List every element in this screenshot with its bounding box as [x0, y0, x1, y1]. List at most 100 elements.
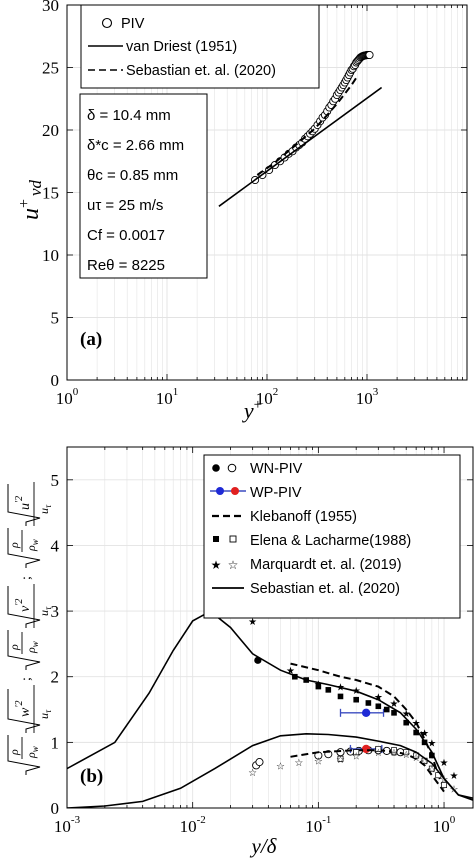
data-point-wp-piv-2	[361, 708, 371, 718]
legend-label-elena: Elena & Lacharme(1988)	[250, 533, 411, 549]
data-point-marquardt-et-al-2019--9: ☆	[248, 768, 257, 779]
tick-label-y: 10	[42, 246, 59, 265]
param-delta-star: δ*c = 2.66 mm	[87, 137, 184, 154]
data-point-marquardt-et-al-2019--9: ☆	[314, 757, 323, 768]
legend-marker-marquardt-open: ☆	[228, 558, 239, 572]
svg-text:ρ: ρ	[7, 749, 21, 756]
data-point-marquardt-et-al-2019--9: ☆	[402, 750, 411, 761]
legend-marker-wp-red	[231, 487, 239, 495]
data-point-elena-lacharme-1988--6	[383, 706, 390, 713]
data-point-elena-lacharme-1988--6	[429, 752, 435, 759]
series-line-sebastian-et-al-2020--11	[67, 732, 473, 808]
data-point-marquardt-et-al-2019--9: ☆	[412, 753, 421, 764]
tick-label-y: 20	[42, 121, 59, 140]
legend-marker-wn-open	[227, 463, 237, 473]
data-point-marquardt-et-al-2019--8: ★	[374, 692, 383, 703]
panel-a-ylabel: u+vd	[16, 179, 45, 220]
tick-label-y: 2	[51, 668, 60, 687]
data-point-marquardt-et-al-2019--9: ☆	[374, 748, 383, 759]
tick-label-y: 3	[51, 602, 60, 621]
data-point-marquardt-et-al-2019--9: ☆	[427, 765, 436, 776]
data-point-wp-piv-3	[361, 744, 371, 754]
data-point-marquardt-et-al-2019--8: ★	[412, 719, 421, 730]
data-point-elena-lacharme-1988--7	[353, 749, 360, 756]
data-point-marquardt-et-al-2019--8: ★	[402, 709, 411, 720]
tick-label-y: 0	[51, 799, 60, 818]
data-point-elena-lacharme-1988--6	[337, 693, 344, 700]
panel-a-parameter-box: δ = 10.4 mm δ*c = 2.66 mm θc = 0.85 mm u…	[79, 93, 208, 279]
data-point-marquardt-et-al-2019--9: ☆	[276, 761, 285, 772]
data-point-marquardt-et-al-2019--8: ★	[248, 617, 257, 628]
svg-text:;: ;	[19, 576, 34, 580]
data-point-marquardt-et-al-2019--9: ☆	[390, 748, 399, 759]
data-point-elena-lacharme-1988--7	[337, 755, 344, 762]
data-point-elena-lacharme-1988--6	[375, 703, 382, 710]
data-point-marquardt-et-al-2019--8: ★	[390, 699, 399, 710]
data-point-elena-lacharme-1988--6	[403, 719, 410, 726]
panel-b-frame	[66, 446, 474, 809]
tick-label-x: 10-1	[305, 814, 331, 836]
tick-label-x: 100	[56, 386, 79, 408]
legend-marker-wn-filled	[212, 464, 220, 472]
data-point-marquardt-et-al-2019--8: ★	[440, 758, 449, 769]
legend-label-sebastian: Sebastian et. al. (2020)	[126, 63, 276, 79]
data-point-elena-lacharme-1988--7	[403, 749, 410, 756]
tick-label-x: 102	[256, 386, 279, 408]
panel-a-ticks: 0 5 10 15 20 25 30 100 101 102 103	[42, 0, 468, 408]
param-theta: θc = 0.85 mm	[87, 167, 178, 184]
legend-label-marquardt: Marquardt et. al. (2019)	[250, 557, 402, 573]
series-line-klebanoff-1955--4	[290, 662, 445, 789]
param-cf: Cf = 0.0017	[87, 227, 165, 244]
series-line-sebastian-et-al-2020--10	[67, 612, 473, 799]
data-point-marquardt-et-al-2019--9: ☆	[420, 757, 429, 768]
tick-label-y: 25	[42, 59, 59, 78]
svg-text:w′2: w′2	[14, 700, 33, 717]
svg-text:ρ: ρ	[7, 542, 21, 549]
legend-label-van-driest: van Driest (1951)	[126, 39, 237, 55]
panel-b-ylabel: ρ ρw w′2 uτ ; ρ ρw v′2 uτ ;	[7, 482, 53, 775]
data-point-marquardt-et-al-2019--9: ☆	[440, 774, 449, 785]
panel-a-xlabel: y+	[242, 397, 262, 423]
data-point-marquardt-et-al-2019--8: ★	[286, 666, 295, 677]
param-u-tau: uτ = 25 m/s	[87, 197, 163, 214]
tick-label-y: 4	[51, 536, 60, 555]
svg-text:ρw: ρw	[24, 746, 40, 759]
panel-b: 0 1 2 3 4 5 10-3 10-2 10-1 100 ★★★ ★ ★★★★★★★★★☆☆ ☆ ☆ ☆…	[7, 446, 474, 858]
panel-a: 0 5 10 15 20 25 30 100 101 102 103 PIV van Driest …	[16, 0, 468, 423]
data-point-marquardt-et-al-2019--8: ★	[450, 771, 459, 782]
tick-label-x: 103	[356, 386, 379, 408]
svg-text:u+vd: u+vd	[16, 179, 45, 220]
data-point-marquardt-et-al-2019--8: ★	[427, 738, 436, 749]
data-point-elena-lacharme-1988--6	[353, 696, 359, 703]
data-point-elena-lacharme-1988--6	[315, 683, 322, 690]
series-line-klebanoff-1955--5	[290, 749, 445, 793]
legend-label-sebastian-b: Sebastian et. al. (2020)	[250, 581, 400, 597]
data-point-wn-piv-1	[255, 758, 264, 767]
panel-b-label: (b)	[80, 766, 103, 787]
data-point-elena-lacharme-1988--6	[391, 710, 397, 716]
legend-label-piv: PIV	[121, 16, 145, 32]
series-line-van-driest-1951--1	[218, 86, 383, 207]
legend-label-klebanoff: Klebanoff (1955)	[250, 509, 357, 525]
legend-marker-elena-open	[229, 535, 237, 543]
data-point-elena-lacharme-1988--7	[441, 782, 447, 788]
svg-text:uτ: uτ	[37, 606, 53, 616]
data-point-elena-lacharme-1988--7	[428, 765, 435, 772]
tick-label-y: 0	[51, 371, 60, 390]
svg-text:y/δ: y/δ	[250, 834, 278, 858]
svg-text:y+: y+	[242, 397, 262, 423]
data-point-marquardt-et-al-2019--9: ☆	[352, 751, 361, 762]
data-point-elena-lacharme-1988--6	[365, 700, 372, 706]
data-point-elena-lacharme-1988--6	[292, 673, 298, 680]
tick-label-y: 1	[51, 733, 60, 752]
data-point-elena-lacharme-1988--6	[325, 687, 332, 693]
svg-text:ρw: ρw	[24, 539, 40, 552]
data-point-elena-lacharme-1988--7	[375, 745, 382, 752]
param-re-theta: Reθ = 8225	[87, 257, 165, 274]
tick-label-y: 30	[42, 0, 59, 15]
panel-a-legend: PIV van Driest (1951) Sebastian et. al. …	[80, 4, 320, 89]
tick-label-x: 100	[433, 814, 456, 836]
param-delta: δ = 10.4 mm	[87, 107, 171, 124]
svg-text:u′2: u′2	[14, 496, 33, 510]
panel-b-data: ★★★ ★ ★★★★★★★★★☆☆ ☆ ☆ ☆ ☆ ☆ ☆ ☆ ☆ ☆☆☆☆	[67, 612, 473, 808]
